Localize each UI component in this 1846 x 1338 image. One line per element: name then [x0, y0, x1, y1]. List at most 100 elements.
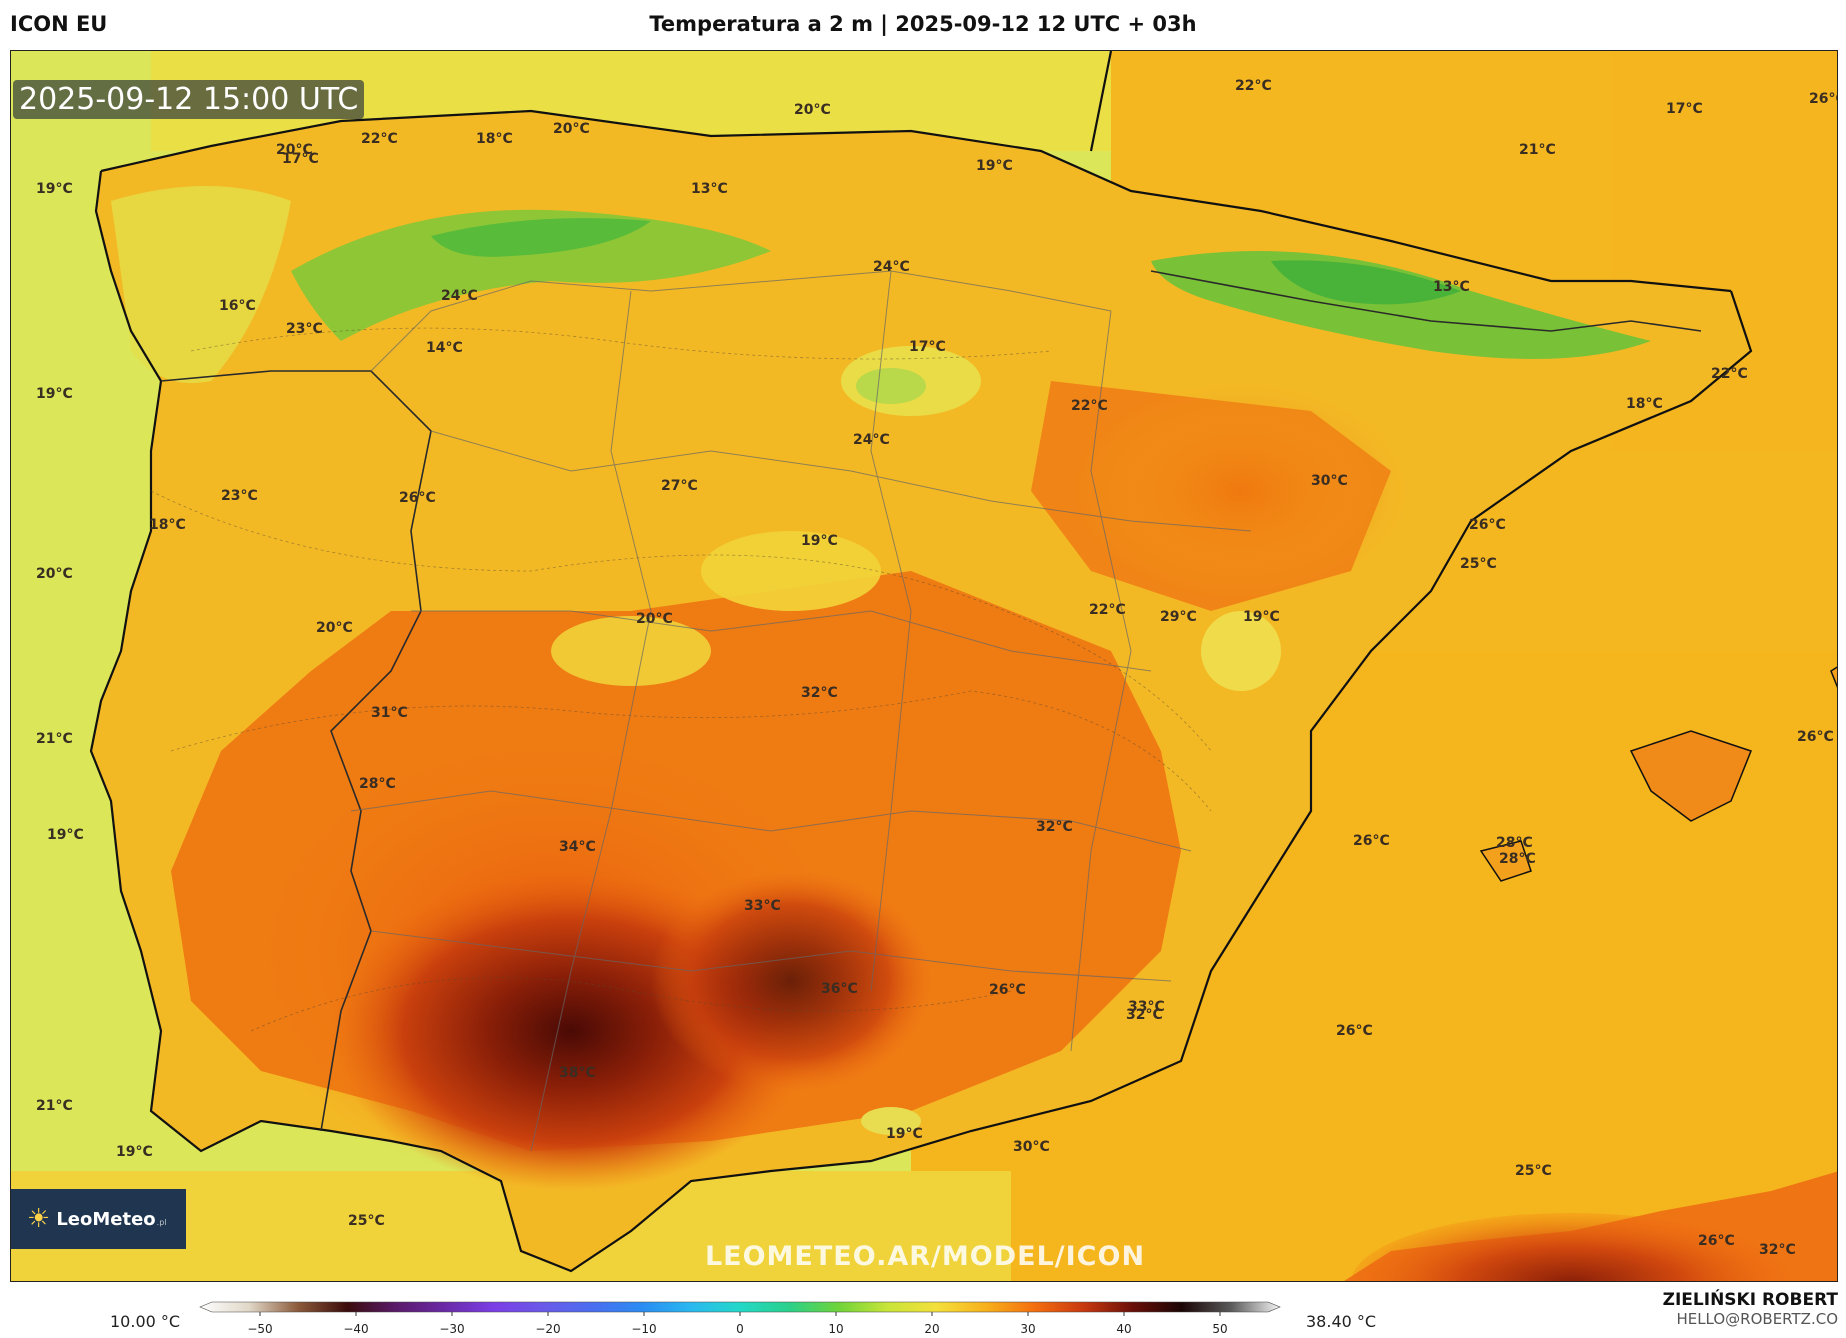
- model-name: ICON EU: [10, 12, 108, 36]
- region-borders: [350, 270, 1252, 1152]
- temperature-label: 17°C: [282, 151, 319, 167]
- legend-tick-label: 30: [1020, 1322, 1035, 1336]
- temperature-label: 30°C: [1013, 1139, 1050, 1155]
- logo-suffix: .pl: [156, 1217, 167, 1227]
- temperature-label: 19°C: [976, 158, 1013, 174]
- temperature-label: 26°C: [1353, 833, 1390, 849]
- temperature-label: 20°C: [553, 121, 590, 137]
- temperature-label: 28°C: [359, 776, 396, 792]
- temperature-label: 20°C: [316, 620, 353, 636]
- land-mass: [91, 111, 1751, 1271]
- temperature-label: 20°C: [636, 611, 673, 627]
- author-email: HELLO@ROBERTZ.CO: [1676, 1310, 1838, 1328]
- temperature-label: 18°C: [149, 517, 186, 533]
- sun-icon: ☀: [27, 1204, 51, 1234]
- temperature-label: 13°C: [1433, 279, 1470, 295]
- temperature-label: 17°C: [909, 339, 946, 355]
- temperature-label: 26°C: [399, 490, 436, 506]
- temperature-label: 26°C: [989, 982, 1026, 998]
- legend-tick-label: 50: [1212, 1322, 1227, 1336]
- temperature-label: 18°C: [476, 131, 513, 147]
- temperature-label: 21°C: [36, 731, 73, 747]
- temperature-label: 22°C: [1089, 602, 1126, 618]
- leometeo-logo[interactable]: ☀ LeoMeteo.pl: [11, 1189, 186, 1249]
- temperature-label: 20°C: [794, 102, 831, 118]
- contour-lines: [150, 327, 1212, 1032]
- temperature-label: 36°C: [821, 981, 858, 997]
- temperature-label: 22°C: [1071, 398, 1108, 414]
- legend-tick-label: 40: [1116, 1322, 1131, 1336]
- temperature-label: 32°C: [801, 685, 838, 701]
- model-url-watermark: LEOMETEO.AR/MODEL/ICON: [704, 1241, 1146, 1272]
- legend-ticks: −50 −40 −30 −20 −10 0 10 20 30 40 50: [247, 1312, 1228, 1336]
- legend-tick-label: −30: [439, 1322, 464, 1336]
- islands: [1479, 666, 1837, 882]
- temperature-label: 25°C: [1515, 1163, 1552, 1179]
- temperature-label: 23°C: [221, 488, 258, 504]
- temperature-label: 26°C: [1336, 1023, 1373, 1039]
- temperature-label: 25°C: [1460, 556, 1497, 572]
- temperature-label: 34°C: [559, 839, 596, 855]
- temperature-label: 21°C: [1519, 142, 1556, 158]
- temperature-label: 26°C: [1797, 729, 1834, 745]
- temperature-label: 27°C: [661, 478, 698, 494]
- legend-max-value: 38.40 °C: [1306, 1312, 1377, 1331]
- africa-coast: [1344, 1171, 1837, 1281]
- coastline: [89, 51, 1753, 1273]
- author-name: ZIELIŃSKI ROBERT: [1662, 1290, 1838, 1310]
- temperature-label: 30°C: [1311, 473, 1348, 489]
- temperature-label: 33°C: [744, 898, 781, 914]
- logo-brand: LeoMeteo: [56, 1208, 156, 1230]
- temperature-label: 32°C: [1759, 1242, 1796, 1258]
- author-credit: ZIELIŃSKI ROBERT HELLO@ROBERTZ.CO: [1663, 1290, 1838, 1328]
- logo-text: LeoMeteo.pl: [56, 1209, 166, 1230]
- temperature-label: 19°C: [1243, 609, 1280, 625]
- temperature-label: 18°C: [1626, 396, 1663, 412]
- temperature-label: 38°C: [559, 1065, 596, 1081]
- map-canvas: 20°C20°C22°C26°C17°C18°C22°C20°C17°C19°C…: [11, 51, 1838, 1281]
- temperature-label: 19°C: [47, 827, 84, 843]
- temperature-label: 26°C: [1469, 517, 1506, 533]
- temperature-labels: 20°C20°C22°C26°C17°C18°C22°C20°C17°C19°C…: [36, 78, 1838, 1258]
- temperature-label: 26°C: [1809, 91, 1838, 107]
- temperature-label: 22°C: [361, 131, 398, 147]
- temperature-label: 32°C: [1036, 819, 1073, 835]
- temperature-label: 28°C: [1496, 835, 1533, 851]
- cool-mountain-bands: [111, 186, 1651, 1135]
- temperature-label: 20°C: [276, 142, 313, 158]
- timestamp-badge: 2025-09-12 15:00 UTC: [13, 80, 365, 119]
- temperature-label: 25°C: [348, 1213, 385, 1229]
- temperature-label: 28°C: [1499, 851, 1536, 867]
- temperature-label: 19°C: [116, 1144, 153, 1160]
- legend-tick-label: 10: [828, 1322, 843, 1336]
- temperature-label: 13°C: [691, 181, 728, 197]
- temperature-label: 19°C: [36, 386, 73, 402]
- legend-tick-label: −10: [631, 1322, 656, 1336]
- legend-tick-label: 0: [736, 1322, 744, 1336]
- legend-min-value: 10.00 °C: [110, 1312, 181, 1331]
- legend-color-bar: [199, 1301, 1281, 1313]
- temperature-map: 20°C20°C22°C26°C17°C18°C22°C20°C17°C19°C…: [10, 50, 1838, 1282]
- temperature-label: 24°C: [853, 432, 890, 448]
- temperature-label: 16°C: [219, 298, 256, 314]
- legend-tick-label: −20: [535, 1322, 560, 1336]
- temperature-label: 32°C: [1126, 1007, 1163, 1023]
- temperature-label: 24°C: [873, 259, 910, 275]
- temperature-label: 19°C: [801, 533, 838, 549]
- temperature-label: 19°C: [886, 1126, 923, 1142]
- temperature-label: 26°C: [1698, 1233, 1735, 1249]
- temperature-label: 14°C: [426, 340, 463, 356]
- color-legend: −50 −40 −30 −20 −10 0 10 20 30 40 50: [199, 1301, 1281, 1336]
- legend-tick-label: −40: [343, 1322, 368, 1336]
- temperature-label: 22°C: [1711, 366, 1748, 382]
- temperature-label: 24°C: [441, 288, 478, 304]
- temperature-label: 31°C: [371, 705, 408, 721]
- temperature-label: 19°C: [36, 181, 73, 197]
- temperature-label: 17°C: [1666, 101, 1703, 117]
- temperature-label: 23°C: [286, 321, 323, 337]
- temperature-label: 33°C: [1128, 999, 1165, 1015]
- legend-tick-label: 20: [924, 1322, 939, 1336]
- legend-tick-label: −50: [247, 1322, 272, 1336]
- temperature-label: 29°C: [1160, 609, 1197, 625]
- temperature-label: 20°C: [36, 566, 73, 582]
